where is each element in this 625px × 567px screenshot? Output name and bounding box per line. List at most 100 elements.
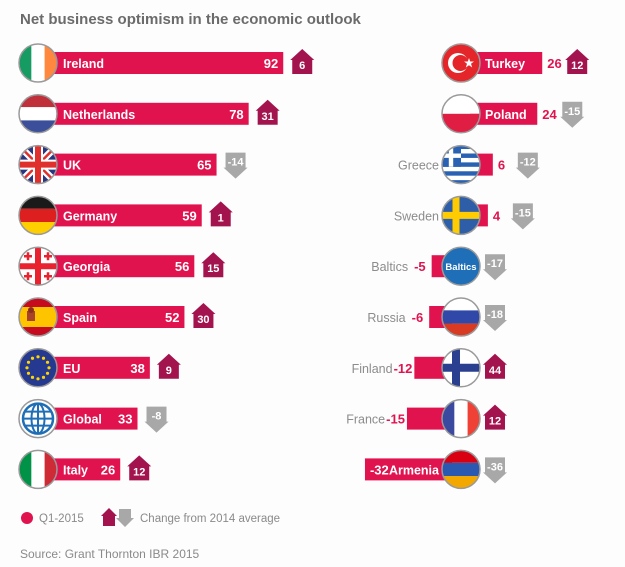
value-label: 65 [197,158,211,173]
country-label: France [346,413,385,427]
spain-flag-icon [18,297,58,337]
change-up-badge: 31 [255,99,280,125]
ireland-flag-icon [18,43,58,83]
change-up-badge: 44 [483,353,507,379]
change-value: -8 [152,411,162,423]
row-sweden: 4 Sweden -15 [394,195,535,236]
bar [470,102,538,125]
finland-flag-icon [441,348,481,388]
change-value: -17 [487,258,503,270]
house-up-icon [565,49,590,74]
value-label: 24 [542,107,557,122]
change-value: 31 [262,111,274,123]
country-label: UK [63,159,81,173]
change-value: 44 [489,365,502,377]
arrow-down-icon [510,203,535,230]
change-value: -15 [515,207,531,219]
bar [54,204,202,227]
country-label: Georgia [63,260,111,274]
change-value: -12 [520,157,536,169]
row-baltics: Baltics -5 Baltics -17 [371,246,507,286]
sweden-flag-icon [441,195,481,236]
bar [406,407,452,430]
bar [54,306,185,328]
value-label: 59 [182,208,196,223]
change-value: -18 [487,309,503,321]
chart-rows: Ireland 92 6 Netherlands 78 31 UK 65 -14 Germany 5… [18,43,590,490]
legend: Q1-2015 Change from 2014 average [21,508,280,527]
chart-title: Net business optimism in the economic ou… [20,11,362,28]
house-up-icon [201,252,226,278]
change-up-badge: 12 [483,404,507,430]
change-value: 12 [133,466,145,478]
row-poland: 24 Poland -15 [441,94,585,134]
change-up-badge: 15 [201,252,226,278]
house-up-icon [255,99,280,125]
change-value: 15 [207,263,219,275]
row-uk: UK 65 -14 [18,144,248,185]
baltics-flag-icon: Baltics [441,246,481,286]
row-russia: -6 Russia -18 [367,297,507,337]
france-flag-icon [441,398,481,439]
value-label: -32 [370,462,389,477]
change-up-badge: 6 [290,49,315,74]
house-up-icon [208,201,233,227]
country-label: Turkey [485,57,525,71]
turkey-flag-icon [441,43,481,83]
arrow-down-icon [144,406,169,433]
change-value: -15 [564,106,580,118]
change-down-badge: -15 [510,203,535,230]
russia-flag-icon [441,297,481,337]
change-down-badge: -8 [144,406,169,433]
change-value: 9 [166,365,172,377]
germany-flag-icon [18,195,58,236]
change-up-badge: 30 [191,303,216,328]
row-italy: Italy 26 12 [18,449,152,490]
arrow-down-icon [116,509,134,527]
country-label: Spain [63,311,97,325]
change-up-badge: 9 [156,353,181,379]
change-down-badge: -14 [223,152,248,179]
value-label: 52 [165,310,179,325]
row-netherlands: Netherlands 78 31 [18,94,280,134]
country-label: Italy [63,463,88,477]
flag-text: Baltics [445,262,476,273]
house-up-icon [127,455,152,481]
row-greece: 6 Greece -12 [398,144,540,185]
country-label: Ireland [63,57,104,71]
country-label: Poland [485,108,527,122]
value-label: -15 [386,412,405,427]
country-label: Germany [63,209,117,223]
uk-flag-icon [18,144,58,185]
house-up-icon [101,508,117,526]
arrow-down-icon [515,152,540,179]
bar [470,52,543,74]
value-label: 92 [264,56,278,71]
change-value: 30 [197,314,209,326]
row-ireland: Ireland 92 6 [18,43,315,83]
country-label: Finland [352,362,393,376]
bar [54,356,150,379]
arrow-down-icon [483,254,507,281]
change-value: 6 [299,60,305,72]
change-value: 12 [571,60,583,72]
eu-flag-icon [18,348,58,388]
change-up-badge: 1 [208,201,233,227]
change-value: -36 [487,461,503,473]
house-up-icon [483,353,507,379]
change-down-badge: -36 [483,457,507,484]
house-up-icon [191,303,216,328]
country-label: EU [63,362,80,376]
country-label: Greece [398,159,439,173]
country-label: Netherlands [63,108,135,122]
row-georgia: Georgia 56 15 [18,246,226,286]
value-label: 6 [498,158,505,173]
house-up-icon [483,404,507,430]
value-label: 38 [130,361,144,376]
global-flag-icon [18,398,58,439]
bar [54,407,138,430]
change-down-badge: -12 [515,152,540,179]
row-global: Global 33 -8 [18,398,169,439]
